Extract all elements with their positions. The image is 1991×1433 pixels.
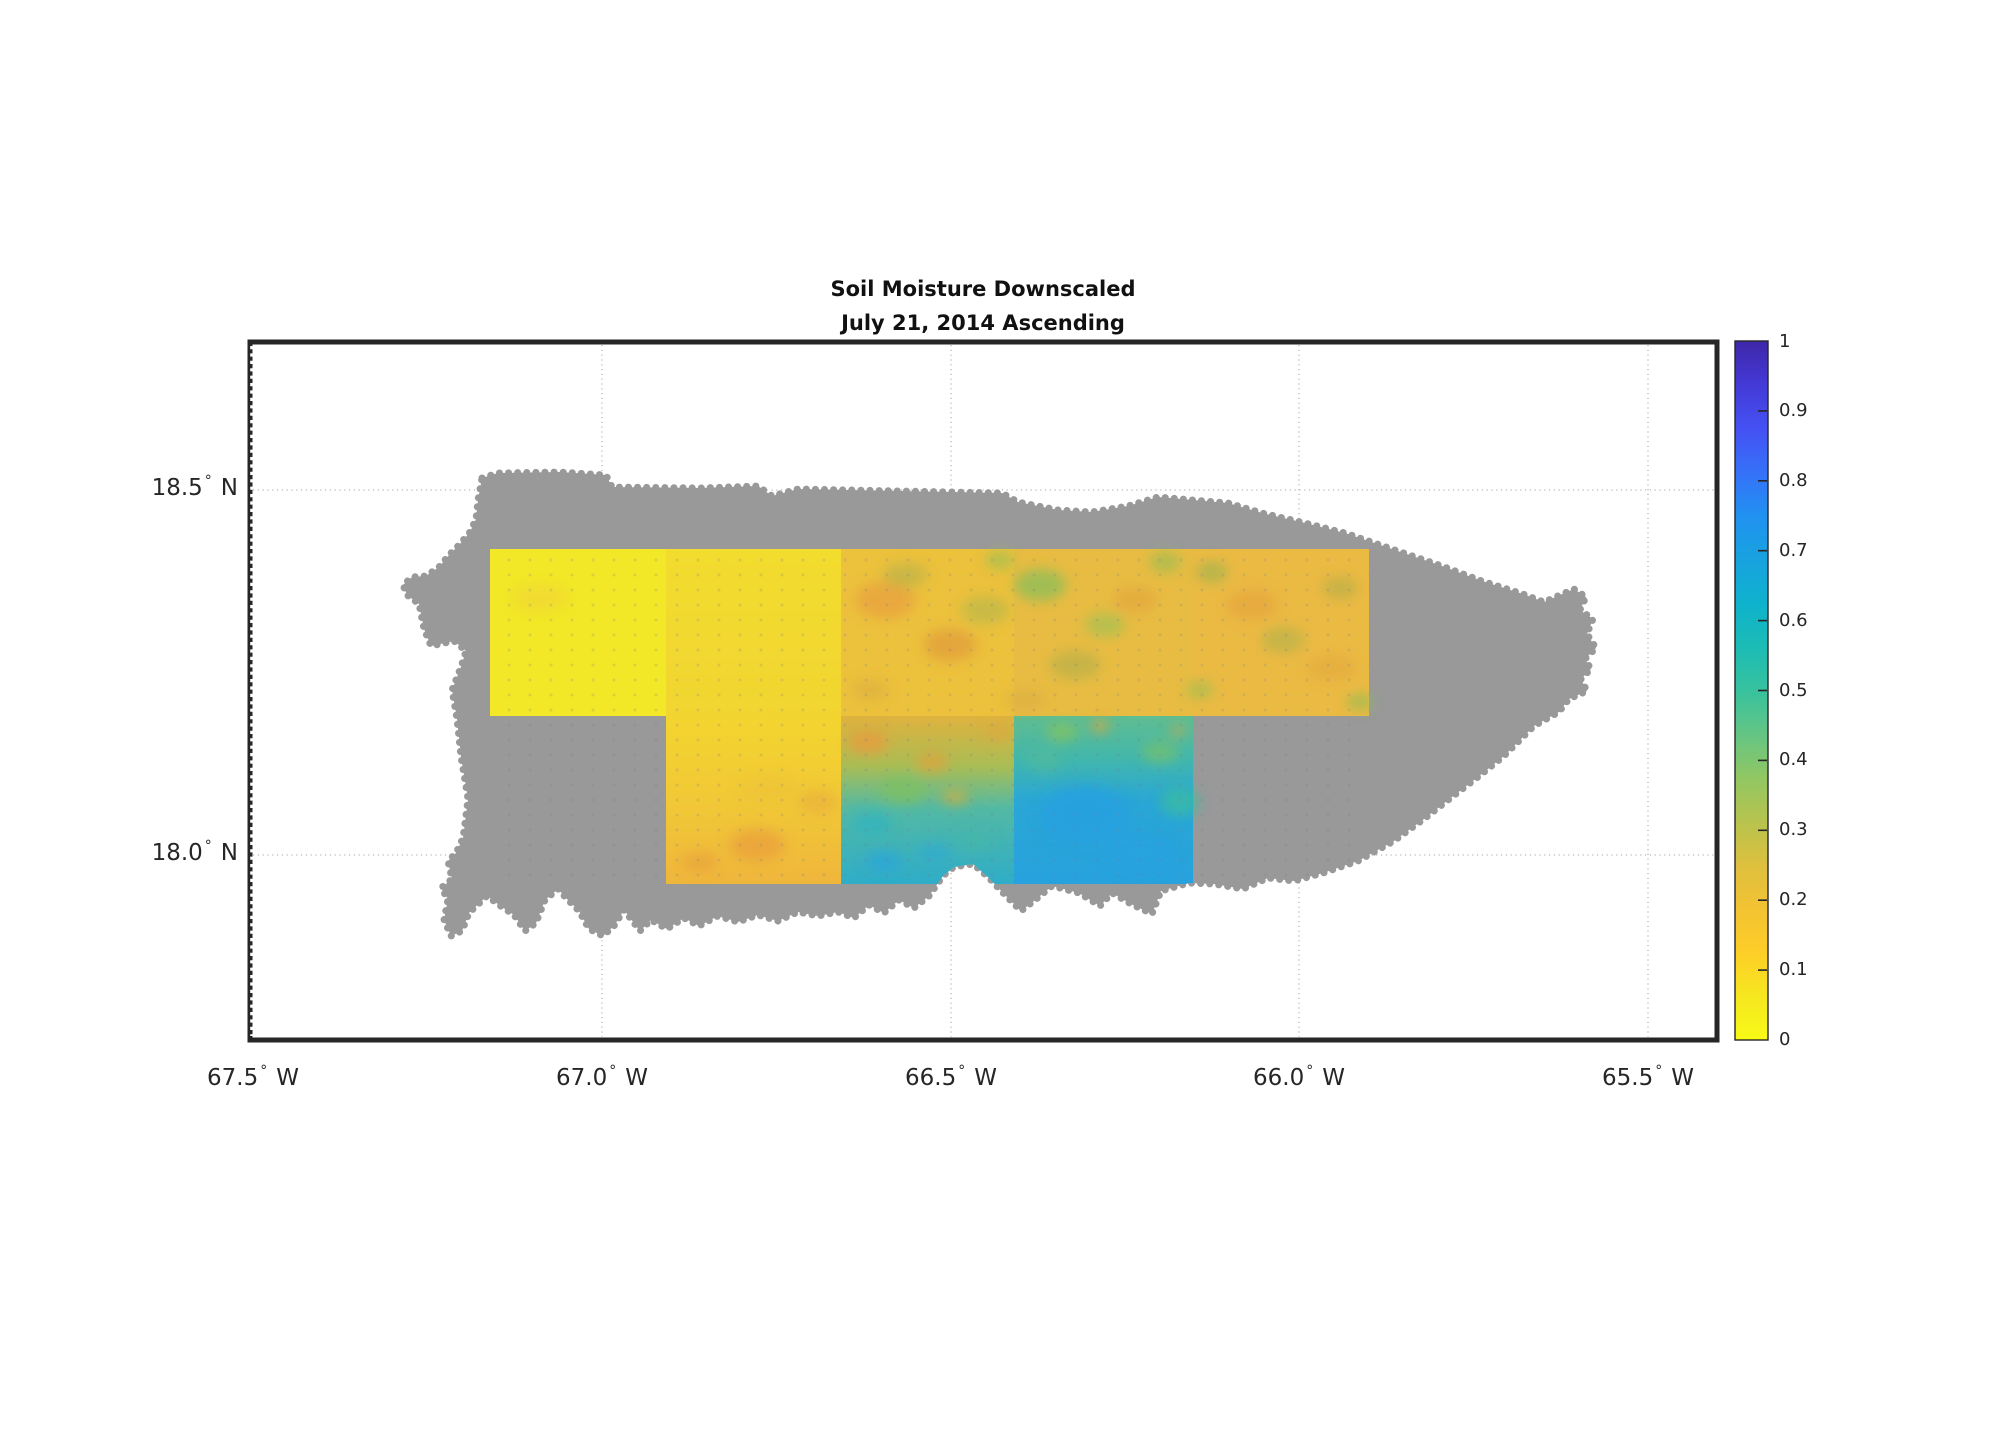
- colorbar-label-0_8: 0.8: [1779, 470, 1808, 491]
- x-tick-label-67_0W: 67.0 ° W: [492, 1063, 712, 1091]
- colorbar-label-0_4: 0.4: [1779, 749, 1808, 770]
- x-tick-value: 67.0: [556, 1065, 608, 1091]
- colorbar-label-1: 1: [1779, 331, 1791, 352]
- hemisphere-letter: W: [974, 1065, 997, 1091]
- hemisphere-letter: W: [276, 1065, 299, 1091]
- hemisphere-letter: N: [220, 475, 238, 501]
- colorbar-label-0_9: 0.9: [1779, 400, 1808, 421]
- colorbar-label-0_2: 0.2: [1779, 889, 1808, 910]
- hemisphere-letter: W: [1671, 1065, 1694, 1091]
- x-tick-label-65_5W: 65.5 ° W: [1538, 1063, 1758, 1091]
- degree-symbol: °: [204, 838, 212, 854]
- colorbar-label-0_7: 0.7: [1779, 540, 1808, 561]
- x-tick-label-66_5W: 66.5 ° W: [841, 1063, 1061, 1091]
- chart-title-line2: July 21, 2014 Ascending: [841, 311, 1125, 335]
- x-tick-value: 66.5: [905, 1065, 957, 1091]
- degree-symbol: °: [1655, 1063, 1663, 1079]
- x-tick-value: 67.5: [207, 1065, 259, 1091]
- hemisphere-letter: N: [220, 840, 238, 866]
- hemisphere-letter: W: [1322, 1065, 1345, 1091]
- degree-symbol: °: [609, 1063, 617, 1079]
- degree-symbol: °: [1306, 1063, 1314, 1079]
- x-tick-label-66_0W: 66.0 ° W: [1189, 1063, 1409, 1091]
- y-tick-label-18_0N: 18.0 ° N: [68, 838, 238, 866]
- hemisphere-letter: W: [625, 1065, 648, 1091]
- x-tick-label-67_5W: 67.5 ° W: [143, 1063, 363, 1091]
- colorbar-label-0_5: 0.5: [1779, 680, 1808, 701]
- colorbar-label-0: 0: [1779, 1029, 1791, 1050]
- degree-symbol: °: [260, 1063, 268, 1079]
- y-tick-label-18_5N: 18.5 ° N: [68, 473, 238, 501]
- degree-symbol: °: [958, 1063, 966, 1079]
- chart-title-line1: Soil Moisture Downscaled: [830, 277, 1136, 301]
- colorbar-label-0_3: 0.3: [1779, 819, 1808, 840]
- axes-border: [247, 339, 1720, 1043]
- colorbar-label-0_1: 0.1: [1779, 959, 1808, 980]
- x-tick-value: 65.5: [1602, 1065, 1654, 1091]
- chart-title: Soil Moisture Downscaled July 21, 2014 A…: [633, 272, 1333, 340]
- tile-dot-grid-overlay: [490, 549, 1369, 884]
- soil-moisture-tiles: [490, 549, 1373, 884]
- x-tick-value: 66.0: [1253, 1065, 1305, 1091]
- y-tick-value: 18.5: [151, 475, 203, 501]
- colorbar-label-0_6: 0.6: [1779, 610, 1808, 631]
- y-tick-value: 18.0: [151, 840, 203, 866]
- degree-symbol: °: [204, 473, 212, 489]
- colorbar-ticks: [1758, 410, 1767, 971]
